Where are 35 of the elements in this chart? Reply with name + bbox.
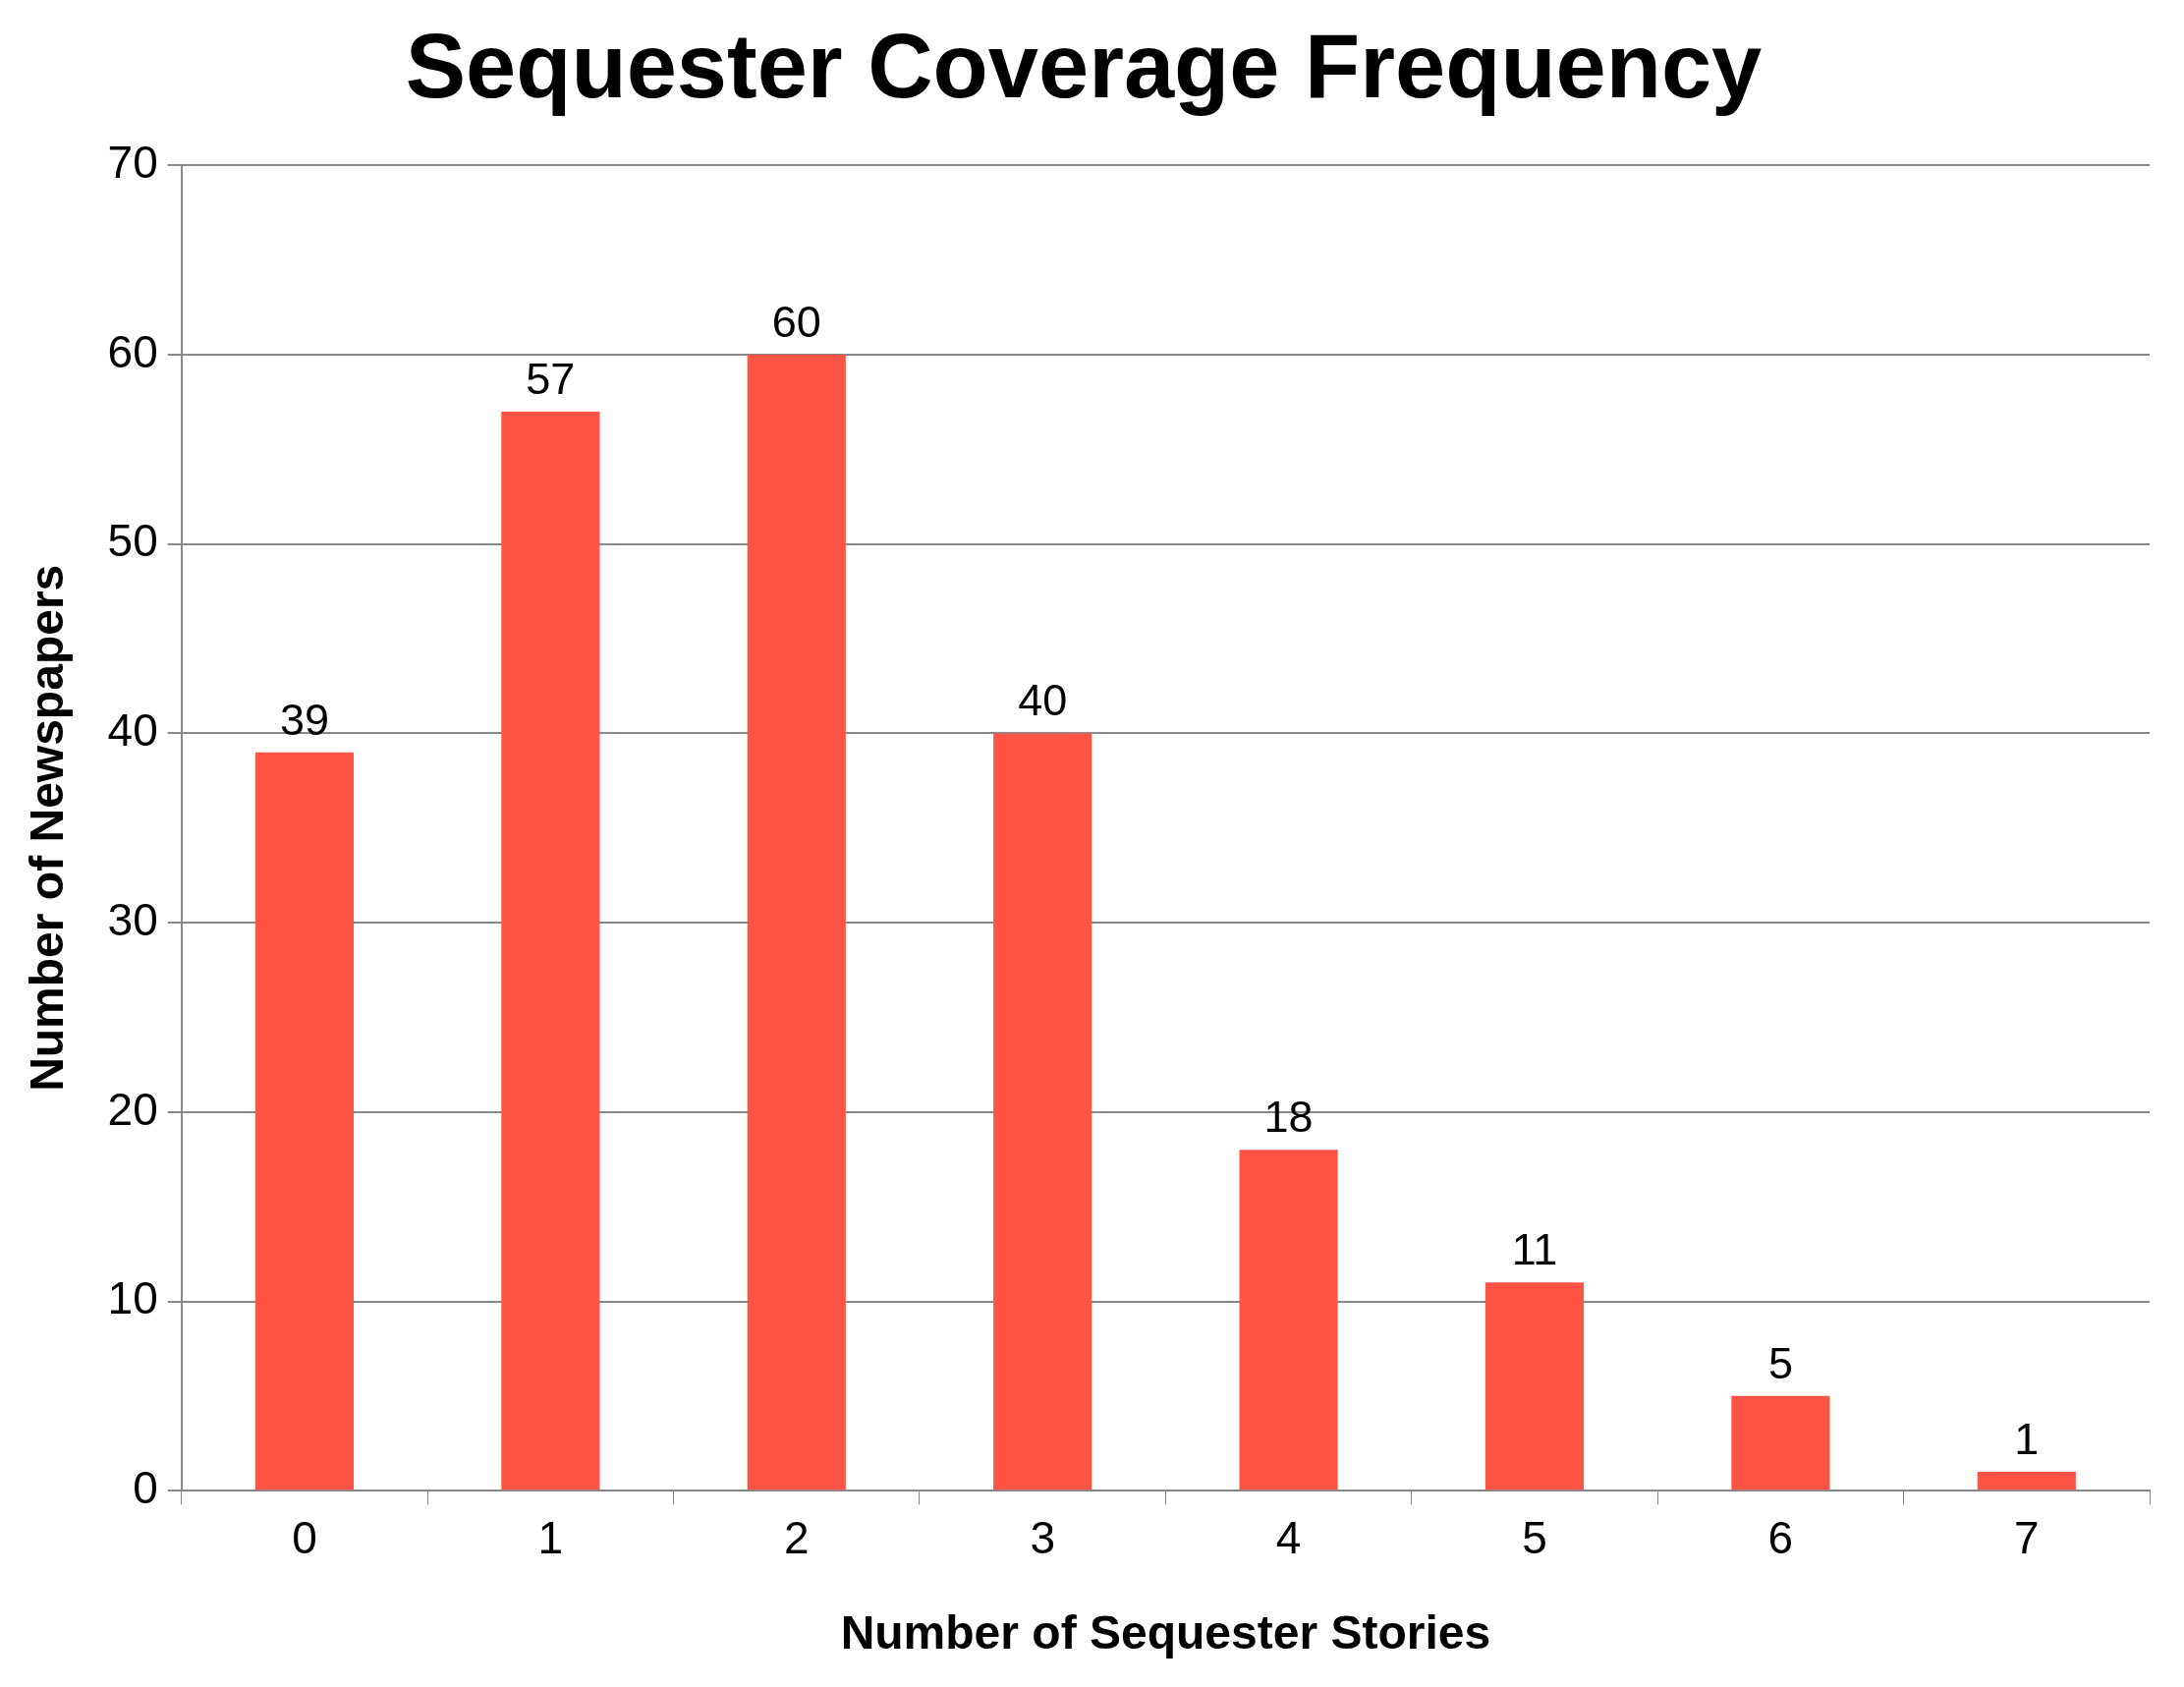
x-tick-label: 7 (2014, 1512, 2040, 1564)
x-tick-label: 1 (537, 1512, 564, 1564)
x-tick-label: 2 (783, 1512, 810, 1564)
y-axis-title: Number of Newspapers (21, 564, 74, 1092)
bar (1731, 1395, 1830, 1490)
bar (1977, 1471, 2076, 1490)
bar (1239, 1150, 1338, 1490)
y-tick-label: 70 (107, 137, 158, 189)
y-tick-label: 10 (107, 1272, 158, 1324)
data-label: 57 (526, 353, 576, 404)
data-label: 60 (771, 296, 821, 347)
y-tick-label: 40 (107, 704, 158, 757)
bar (1484, 1282, 1585, 1490)
x-tick-label: 0 (292, 1512, 317, 1564)
data-label: 1 (2014, 1413, 2040, 1464)
data-label: 11 (1511, 1224, 1558, 1275)
x-tick-label: 6 (1767, 1512, 1794, 1564)
data-label: 5 (1767, 1337, 1793, 1388)
y-tick-label: 60 (107, 325, 158, 377)
bar (254, 752, 355, 1490)
bar (993, 733, 1092, 1490)
data-label: 40 (1018, 675, 1068, 726)
data-label: 39 (279, 694, 329, 745)
x-axis-title: Number of Sequester Stories (840, 1606, 1491, 1659)
y-tick-label: 50 (107, 515, 158, 567)
x-tick-label: 4 (1275, 1512, 1302, 1564)
y-tick-label: 20 (107, 1083, 158, 1135)
bar (501, 411, 600, 1490)
data-label: 18 (1263, 1092, 1314, 1143)
x-tick-label: 3 (1030, 1512, 1055, 1564)
bar (747, 355, 846, 1490)
x-tick-label: 5 (1522, 1512, 1547, 1564)
y-tick-label: 30 (107, 893, 158, 945)
chart-title: Sequester Coverage Frequency (405, 15, 1763, 116)
y-tick-label: 0 (133, 1461, 158, 1513)
